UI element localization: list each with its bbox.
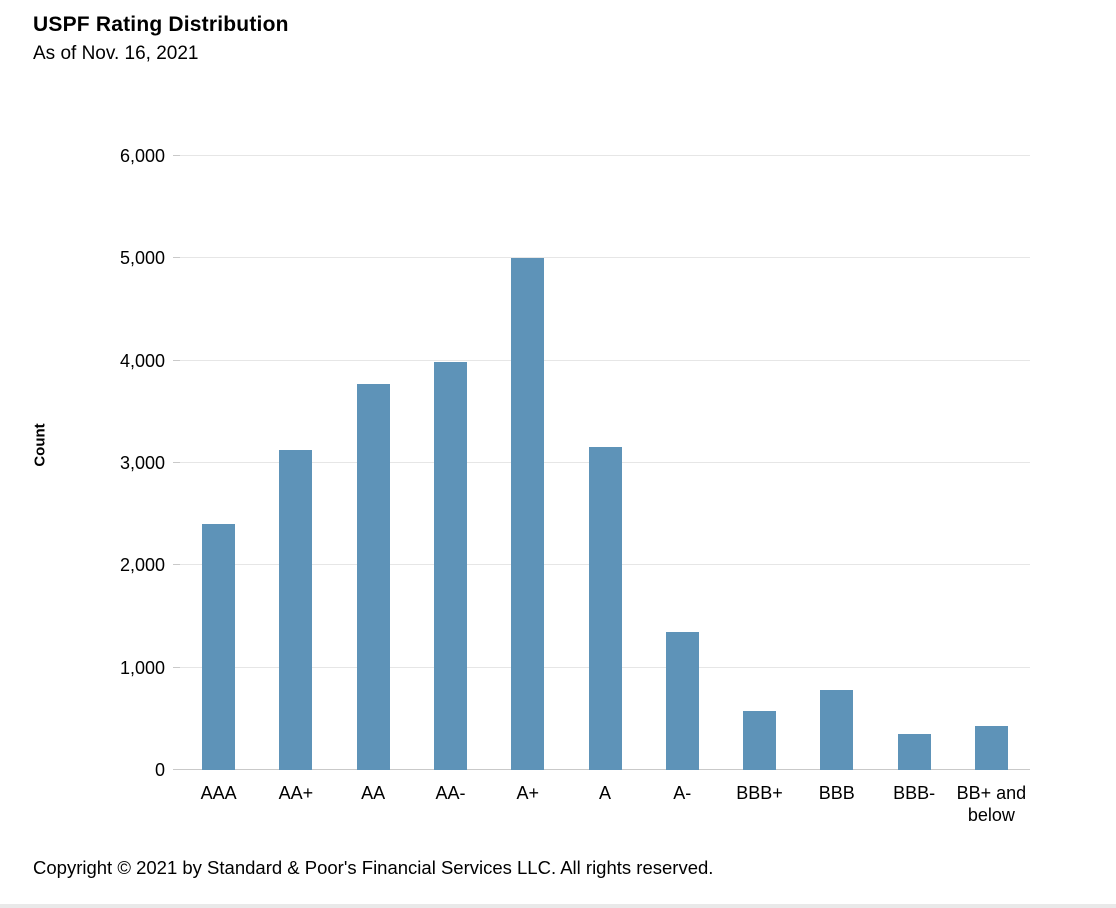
window-bottom-edge bbox=[0, 904, 1116, 908]
y-tick-label: 4,000 bbox=[119, 350, 165, 371]
bar-bbb+ bbox=[743, 710, 777, 770]
x-tick-label: AA+ bbox=[278, 783, 314, 803]
x-tick-label: AA- bbox=[435, 783, 466, 803]
x-tick-label: A bbox=[598, 783, 611, 803]
y-tick-mark bbox=[173, 257, 180, 259]
y-tick-mark bbox=[173, 359, 180, 361]
y-tick-label: 3,000 bbox=[119, 453, 165, 473]
bar-bbb- bbox=[897, 734, 931, 770]
y-tick-mark bbox=[173, 666, 180, 668]
bar-a+ bbox=[511, 258, 545, 770]
x-axis-labels: AAA AA+ AA AA- A+ A A- BBB+ BBB BBB- BB+ and below bbox=[180, 782, 1030, 830]
bar-a bbox=[588, 446, 622, 770]
y-tick-label: 2,000 bbox=[119, 555, 165, 576]
y-tick-label: 0 bbox=[154, 760, 165, 780]
x-tick-label: AA bbox=[361, 783, 386, 803]
gridline bbox=[180, 155, 1030, 156]
chart-header: USPF Rating Distribution As of Nov. 16, … bbox=[33, 12, 289, 66]
x-tick-label: BBB+ bbox=[736, 783, 783, 803]
gridline bbox=[180, 359, 1030, 361]
bar-aaa bbox=[202, 524, 236, 770]
y-axis-title: Count bbox=[31, 423, 49, 467]
bar-chart-plot-area: 0 1,000 2,000 3,000 4,000 5,000 6,000 bbox=[120, 147, 1030, 779]
y-tick-label: 5,000 bbox=[119, 248, 165, 269]
bar-bbb bbox=[820, 690, 854, 770]
y-tick-mark bbox=[173, 462, 180, 463]
x-tick-label: A+ bbox=[516, 783, 539, 803]
y-tick-label: 1,000 bbox=[119, 657, 165, 678]
chart-title: USPF Rating Distribution bbox=[33, 13, 289, 36]
x-tick-label: A- bbox=[673, 783, 692, 803]
gridline bbox=[180, 257, 1030, 259]
x-tick-label: BBB bbox=[818, 783, 855, 803]
y-tick-label: 6,000 bbox=[119, 146, 165, 166]
y-tick-mark bbox=[173, 769, 180, 770]
bar-aa- bbox=[433, 361, 467, 770]
copyright-text: Copyright © 2021 by Standard & Poor's Fi… bbox=[33, 857, 714, 878]
y-tick-mark bbox=[173, 155, 180, 156]
bar-bb+-and-below bbox=[974, 726, 1008, 770]
x-tick-label: BB+ and below bbox=[956, 783, 1027, 825]
bar-aa bbox=[356, 384, 390, 770]
bar-a- bbox=[665, 631, 699, 770]
chart-subtitle: As of Nov. 16, 2021 bbox=[33, 43, 199, 64]
x-tick-label: BBB- bbox=[893, 783, 936, 803]
y-tick-mark bbox=[173, 564, 180, 566]
x-tick-label: AAA bbox=[200, 783, 237, 803]
bar-aa+ bbox=[279, 449, 313, 770]
